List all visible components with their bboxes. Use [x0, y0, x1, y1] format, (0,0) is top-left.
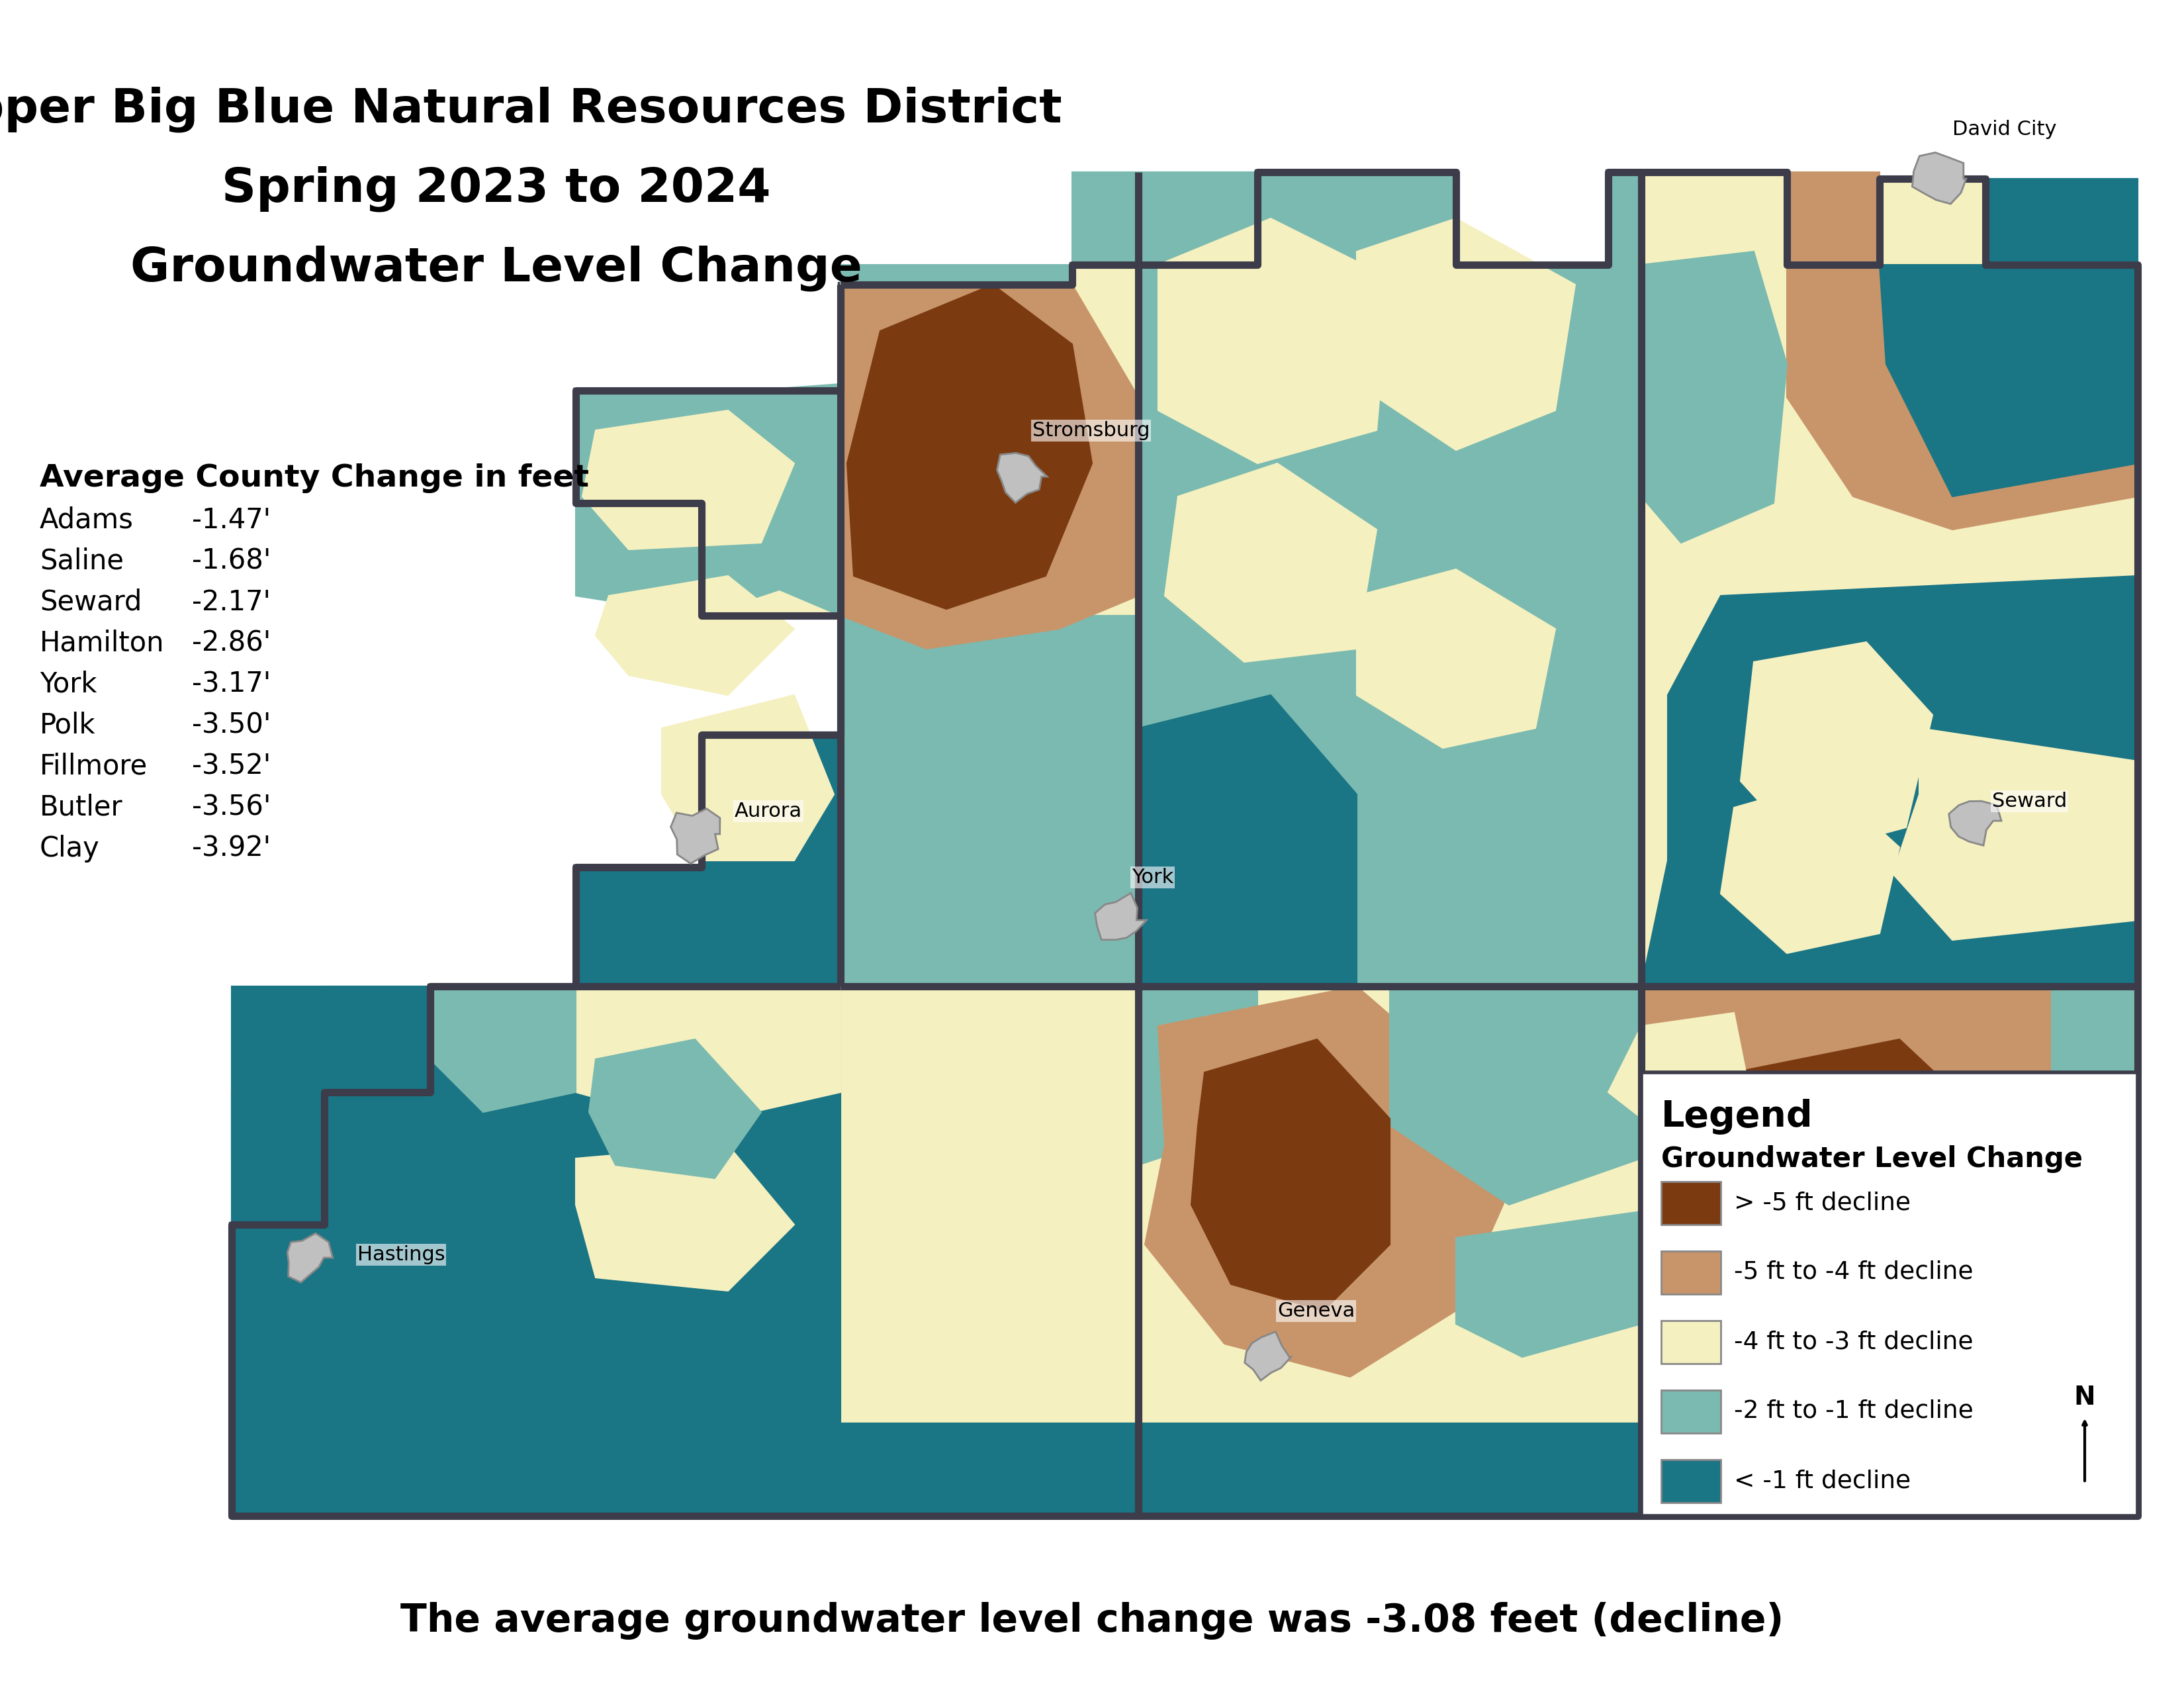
Text: Groundwater Level Change: Groundwater Level Change: [1662, 1144, 2084, 1173]
Text: Groundwater Level Change: Groundwater Level Change: [131, 245, 863, 290]
Text: Geneva: Geneva: [1278, 1301, 1354, 1320]
Polygon shape: [1721, 782, 1900, 954]
Polygon shape: [1138, 172, 1642, 986]
Polygon shape: [577, 390, 841, 503]
Polygon shape: [1642, 986, 2138, 1337]
Text: Butler: Butler: [39, 793, 122, 822]
Text: Seward: Seward: [39, 589, 142, 616]
Text: -3.92': -3.92': [192, 836, 271, 863]
Polygon shape: [430, 616, 1138, 986]
Text: -5 ft to -4 ft decline: -5 ft to -4 ft decline: [1734, 1261, 1972, 1285]
Polygon shape: [1787, 172, 2138, 530]
Polygon shape: [1190, 1040, 1389, 1310]
FancyBboxPatch shape: [1662, 1391, 1721, 1433]
Polygon shape: [577, 986, 841, 1126]
Polygon shape: [583, 410, 795, 549]
Polygon shape: [232, 172, 2138, 1516]
Text: David City: David City: [1952, 120, 2057, 138]
Polygon shape: [1642, 252, 1787, 544]
Text: Stromsburg: Stromsburg: [1033, 420, 1151, 441]
Text: York: York: [39, 670, 96, 699]
Polygon shape: [847, 285, 1092, 609]
Text: -3.50': -3.50': [192, 712, 271, 739]
Polygon shape: [1138, 986, 1258, 1165]
FancyBboxPatch shape: [1662, 1182, 1721, 1224]
Polygon shape: [1741, 641, 1933, 854]
Polygon shape: [577, 1144, 795, 1291]
Polygon shape: [1913, 152, 1968, 203]
Text: -3.56': -3.56': [192, 793, 271, 822]
Polygon shape: [1356, 569, 1555, 748]
Polygon shape: [1138, 695, 1356, 986]
Text: Hastings: Hastings: [358, 1246, 446, 1264]
Polygon shape: [1144, 986, 1509, 1377]
FancyBboxPatch shape: [1662, 1320, 1721, 1364]
Polygon shape: [1457, 1212, 1642, 1357]
Text: -2.86': -2.86': [192, 630, 271, 657]
Polygon shape: [1356, 218, 1575, 451]
Polygon shape: [1245, 1332, 1284, 1386]
Text: The average groundwater level change was -3.08 feet (decline): The average groundwater level change was…: [400, 1602, 1784, 1639]
Text: Spring 2023 to 2024: Spring 2023 to 2024: [223, 165, 771, 211]
Polygon shape: [430, 986, 577, 1112]
Text: Average County Change in feet: Average County Change in feet: [39, 464, 590, 493]
Text: Legend: Legend: [1662, 1099, 1813, 1134]
Text: Adams: Adams: [39, 506, 133, 533]
Polygon shape: [1164, 464, 1376, 662]
Text: -3.17': -3.17': [192, 670, 271, 699]
Polygon shape: [1695, 1040, 2031, 1403]
Polygon shape: [1389, 986, 1642, 1205]
FancyBboxPatch shape: [1642, 1072, 2138, 1516]
Polygon shape: [1607, 1013, 1754, 1139]
Text: > -5 ft decline: > -5 ft decline: [1734, 1190, 1911, 1215]
Polygon shape: [996, 451, 1048, 503]
Polygon shape: [1642, 576, 2138, 986]
Polygon shape: [596, 576, 795, 695]
Text: Hamilton: Hamilton: [39, 630, 164, 657]
Polygon shape: [232, 734, 841, 1516]
FancyBboxPatch shape: [1662, 1460, 1721, 1502]
Polygon shape: [1158, 218, 1389, 464]
Text: York: York: [1131, 868, 1173, 886]
Polygon shape: [590, 1040, 760, 1178]
Polygon shape: [232, 986, 430, 1158]
Text: -2.17': -2.17': [192, 589, 271, 616]
Polygon shape: [668, 810, 719, 861]
Text: -3.52': -3.52': [192, 753, 271, 780]
Text: -2 ft to -1 ft decline: -2 ft to -1 ft decline: [1734, 1399, 1974, 1423]
Polygon shape: [577, 383, 841, 616]
Polygon shape: [232, 1423, 2138, 1516]
Polygon shape: [2051, 986, 2138, 1158]
Text: Clay: Clay: [39, 836, 100, 863]
Polygon shape: [1944, 798, 1996, 849]
Text: < -1 ft decline: < -1 ft decline: [1734, 1469, 1911, 1492]
Text: Fillmore: Fillmore: [39, 753, 149, 780]
Polygon shape: [1099, 895, 1144, 940]
Text: Saline: Saline: [39, 547, 124, 576]
Polygon shape: [1642, 1258, 1734, 1391]
FancyBboxPatch shape: [1662, 1251, 1721, 1295]
Polygon shape: [841, 172, 1258, 285]
Polygon shape: [1880, 179, 2138, 496]
Text: Polk: Polk: [39, 712, 96, 739]
Polygon shape: [662, 695, 834, 861]
Text: Seward: Seward: [1992, 792, 2066, 810]
Polygon shape: [1894, 728, 2138, 940]
Text: -1.68': -1.68': [192, 547, 271, 576]
Text: Aurora: Aurora: [734, 802, 802, 820]
Polygon shape: [280, 1237, 328, 1281]
Polygon shape: [841, 285, 1138, 648]
Text: -4 ft to -3 ft decline: -4 ft to -3 ft decline: [1734, 1330, 1972, 1354]
Text: Upper Big Blue Natural Resources District: Upper Big Blue Natural Resources Distric…: [0, 86, 1061, 132]
Polygon shape: [1972, 1310, 2138, 1423]
Polygon shape: [577, 285, 1072, 616]
Text: -1.47': -1.47': [192, 506, 271, 533]
Text: N: N: [2075, 1384, 2094, 1409]
